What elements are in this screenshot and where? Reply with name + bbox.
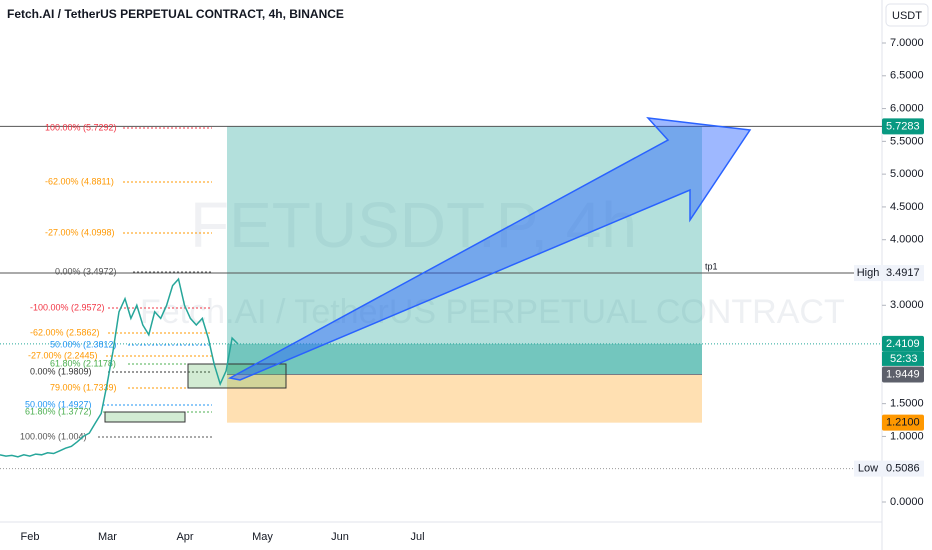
price-tag — [882, 460, 924, 477]
time-label: Jul — [410, 531, 424, 543]
name-tag-label: Low — [858, 463, 878, 475]
open-profit — [227, 343, 702, 375]
fib-label: 100.00% (1.004) — [20, 431, 87, 441]
price-tag — [882, 118, 924, 135]
price-tag — [882, 265, 924, 282]
price-tag — [882, 335, 924, 352]
time-label: May — [252, 531, 273, 543]
fib-label: 61.80% (2.1178) — [50, 358, 116, 368]
name-tag — [854, 265, 882, 282]
fib-label: 0.00% (1.9809) — [30, 366, 92, 376]
price-tick-label: 0.0000 — [890, 496, 924, 508]
price-tag-label: 1.9449 — [886, 368, 920, 380]
price-tick-label: 1.5000 — [890, 398, 924, 410]
price-tick-label: 6.5000 — [890, 70, 924, 82]
target-name: tp1 — [705, 261, 718, 271]
arrow — [227, 117, 752, 381]
fib-label: -27.00% (2.2445) — [28, 350, 98, 360]
time-label: Feb — [21, 531, 40, 543]
fib-label: 61.80% (1.3772) — [25, 406, 92, 416]
fib-label: -27.00% (4.0998) — [45, 227, 115, 237]
time-label: Jun — [331, 531, 349, 543]
symbol-title: Fetch.AI / TetherUS PERPETUAL CONTRACT, … — [7, 7, 344, 21]
time-label: Apr — [176, 531, 193, 543]
name-tag — [854, 460, 882, 477]
price-tick-label: 4.0000 — [890, 234, 924, 246]
price-tag-label: 1.2100 — [886, 417, 920, 429]
price-tick-label: 6.0000 — [890, 102, 924, 114]
fib-label: 50.00% (1.4927) — [25, 399, 92, 409]
price-tick-label: 1.0000 — [890, 430, 924, 442]
time-label: Mar — [98, 531, 117, 543]
price-tag — [882, 414, 924, 431]
price-tag-label: 2.4109 — [886, 338, 920, 350]
countdown: 52:33 — [890, 353, 918, 365]
price-tick-label: 3.0000 — [890, 299, 924, 311]
fib-label: 100.00% (5.7292) — [45, 122, 117, 132]
fib-label: -100.00% (2.9572) — [30, 302, 105, 312]
fib-label: 79.00% (1.7339) — [50, 382, 117, 392]
fib-label: -62.00% (2.5862) — [30, 327, 100, 337]
watermark-name: Fetch.AI / TetherUS PERPETUAL CONTRACT — [140, 293, 845, 331]
fib-box — [104, 411, 186, 423]
fib-label: -62.00% (4.8811) — [45, 176, 114, 186]
currency-button[interactable] — [885, 3, 929, 27]
price-tick-label: 5.5000 — [890, 135, 924, 147]
price-tick-label: 7.0000 — [890, 37, 924, 49]
fib-label: 50.00% (2.3812) — [50, 339, 117, 349]
price-tick-label: 4.5000 — [890, 201, 924, 213]
currency-label: USDT — [892, 10, 922, 22]
watermark-symbol: FETUSDT.P, 4h — [190, 189, 637, 261]
fib-label: 0.00% (3.4972) — [55, 266, 117, 276]
countdown-bg — [882, 351, 924, 366]
name-tag-label: High — [857, 267, 880, 279]
price-tick-label: 5.0000 — [890, 168, 924, 180]
price-line — [0, 277, 239, 458]
loss-zone — [227, 374, 702, 423]
price-tag-label: 3.4917 — [886, 267, 920, 279]
price-tag-label: 0.5086 — [886, 463, 920, 475]
price-tag-label: 5.7283 — [886, 120, 920, 132]
price-tag — [882, 366, 924, 383]
